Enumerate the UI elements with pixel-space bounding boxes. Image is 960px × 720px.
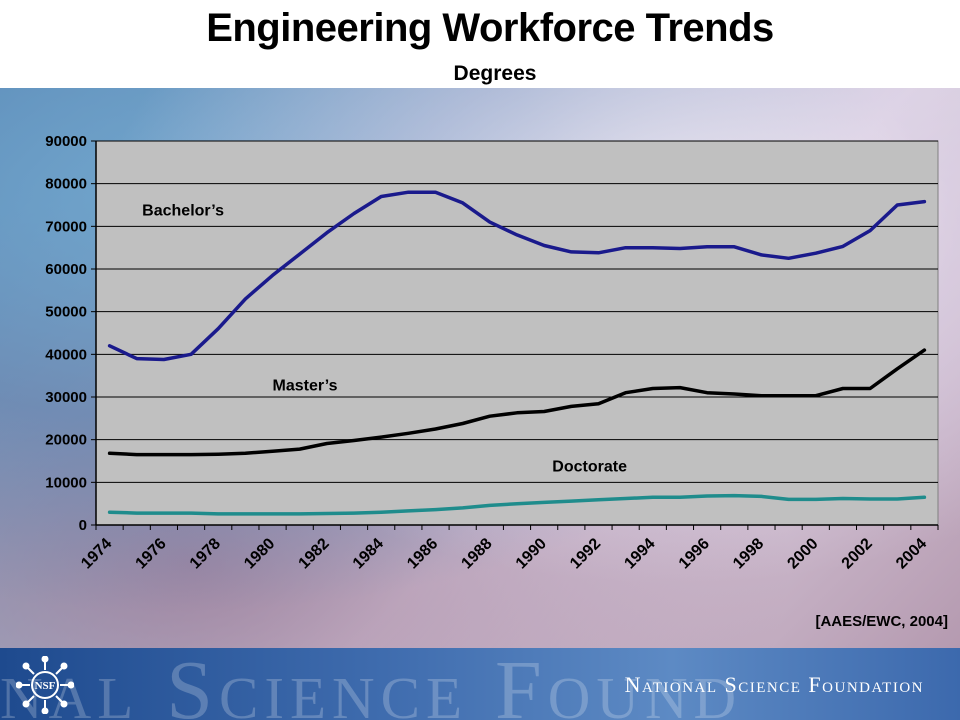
y-tick-label: 80000: [45, 176, 87, 193]
x-tick-label: 1982: [296, 535, 333, 572]
x-tick-label: 1976: [133, 535, 170, 572]
x-tick-label: 2004: [893, 535, 930, 572]
y-tick-label: 30000: [45, 389, 87, 406]
source-citation: [AAES/EWC, 2004]: [815, 613, 948, 630]
plot-area: [95, 140, 939, 526]
x-tick-label: 1992: [567, 535, 604, 572]
logo-text: NSF: [35, 680, 56, 692]
x-tick-label: 1990: [513, 535, 550, 572]
x-tick-label: 1996: [676, 535, 713, 572]
y-axis-ticks: 0 10000 20000 30000 40000 50000 60000 70000 8000…: [45, 133, 96, 534]
nsf-logo-icon: NSF: [16, 656, 74, 714]
y-tick-label: 20000: [45, 432, 87, 449]
y-tick-label: 50000: [45, 304, 87, 321]
x-tick-label: 2000: [784, 535, 821, 572]
series-label-doctorate: Doctorate: [552, 459, 627, 476]
series-line-doctorate: [107, 493, 927, 516]
series-label-masters: Master’s: [273, 378, 338, 395]
x-tick-label: 1998: [730, 535, 767, 572]
x-tick-label: 1978: [187, 535, 224, 572]
series-labels: Bachelor’s Master’s Doctorate: [142, 203, 627, 476]
x-tick-label: 2002: [839, 535, 876, 572]
axes: [95, 141, 938, 526]
y-tick-label: 90000: [45, 133, 87, 150]
y-tick-label: 70000: [45, 218, 87, 235]
x-tick-label: 1984: [350, 535, 387, 572]
series-line-bachelors: [107, 190, 927, 362]
y-tick-label: 0: [79, 517, 87, 534]
series-line-masters: [107, 348, 927, 457]
footer-watermark: nal Science Found: [0, 648, 743, 720]
footer-banner: nal Science Found NSF National Science F…: [0, 648, 960, 720]
x-tick-label: 1988: [458, 535, 495, 572]
x-tick-label: 1974: [78, 535, 115, 572]
series-label-bachelors: Bachelor’s: [142, 203, 224, 220]
title-area: Engineering Workforce Trends Degrees: [0, 0, 960, 88]
series-lines: [107, 190, 927, 516]
page-subtitle: Degrees: [453, 62, 537, 85]
x-tick-label: 1980: [241, 535, 278, 572]
line-chart: 0 10000 20000 30000 40000 50000 60000 70000 8000…: [45, 133, 939, 572]
footer-org-name: National Science Foundation: [624, 672, 924, 697]
page-title: Engineering Workforce Trends: [206, 6, 774, 50]
y-tick-label: 10000: [45, 474, 87, 491]
x-tick-label: 1986: [404, 535, 441, 572]
x-axis-ticks: 1974 1976 1978 1980 1982 1984 1986 1988 1990 1992…: [78, 525, 939, 572]
x-tick-label: 1994: [621, 535, 658, 572]
y-tick-label: 40000: [45, 346, 87, 363]
y-tick-label: 60000: [45, 261, 87, 278]
